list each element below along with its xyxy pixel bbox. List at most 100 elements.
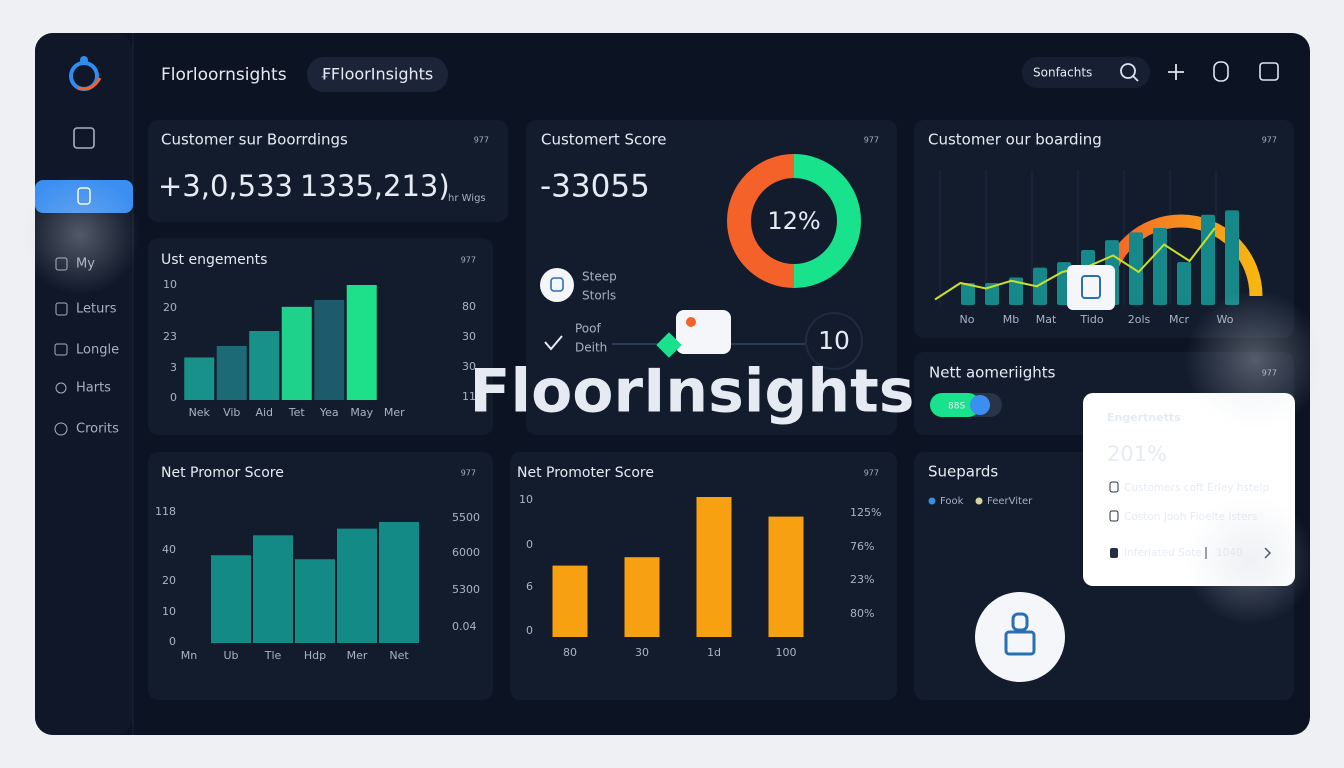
tag-icon: [676, 310, 731, 354]
tab-label: ₣FloorInsights: [321, 65, 434, 84]
x-tick-label: Tle: [264, 649, 282, 662]
app-title: Florloornsights: [161, 65, 287, 85]
card-menu[interactable]: 977: [864, 136, 879, 145]
y2-tick-label: 30: [462, 360, 476, 373]
x-tick-label: Hdp: [304, 649, 326, 662]
y2-tick-label: 76%: [850, 540, 874, 553]
avatar: [975, 592, 1065, 682]
step-label: Steep: [582, 270, 617, 284]
legend-swatch: [975, 497, 983, 505]
search-icon[interactable]: [1120, 63, 1136, 79]
card-title: Nett aomeriights: [929, 364, 1056, 382]
popup-row: Customers coft Erley hstelp: [1124, 482, 1269, 494]
bar: [552, 565, 588, 637]
bar: [1009, 277, 1023, 305]
nav-item[interactable]: Harts: [76, 381, 111, 396]
tag-accent: [656, 332, 682, 358]
search-text: Sonfachts: [1033, 66, 1092, 80]
x-tick-label: Yea: [319, 406, 339, 419]
toggle-knob: [970, 395, 990, 415]
score-card: [526, 120, 897, 435]
y-tick-label: 6: [526, 580, 533, 593]
x-tick-label: Vib: [223, 406, 240, 419]
x-tick-label: 80: [563, 646, 577, 659]
card-title: Customert Score: [541, 131, 667, 149]
y2-tick-label: 0.04: [452, 620, 477, 633]
y2-tick-label: 125%: [850, 506, 881, 519]
y2-tick-label: 5500: [452, 511, 480, 524]
counter: 10: [818, 326, 850, 355]
x-tick-label: Mer: [384, 406, 405, 419]
y-tick-label: 0: [170, 391, 177, 404]
nav-item[interactable]: Leturs: [76, 302, 117, 317]
bokeh: [1185, 290, 1325, 430]
card-menu[interactable]: 977: [474, 136, 489, 145]
y2-tick-label: 80%: [850, 607, 874, 620]
x-tick-label: Mer: [347, 649, 368, 662]
card-title: Net Promoter Score: [517, 465, 654, 481]
nav-item[interactable]: Crorits: [76, 422, 119, 437]
search-box[interactable]: [1022, 57, 1150, 88]
popup-title: Engertnetts: [1107, 411, 1181, 424]
tab[interactable]: [307, 57, 448, 92]
tag-dot: [686, 317, 696, 327]
hand-button[interactable]: [1213, 61, 1229, 82]
donut-segment: [727, 154, 795, 288]
step-icon-glyph: [550, 277, 564, 292]
search-icon-handle: [1132, 75, 1139, 82]
summary-card: [148, 120, 508, 222]
x-tick-label: 100: [776, 646, 797, 659]
card-menu[interactable]: 977: [461, 469, 476, 478]
nav-icon: [55, 302, 68, 316]
bar: [295, 559, 335, 643]
card-title: Ust engements: [161, 252, 267, 268]
card-menu[interactable]: 977: [461, 256, 476, 265]
bar: [1153, 228, 1167, 305]
bar: [1201, 214, 1215, 305]
y2-tick-label: 5300: [452, 583, 480, 596]
y-tick-label: 10: [162, 605, 176, 618]
bokeh: [1185, 495, 1315, 625]
x-tick-label: Mcr: [1169, 313, 1190, 326]
popup-row[interactable]: Inferiated Sote: [1124, 547, 1202, 559]
add-button[interactable]: [1168, 64, 1184, 80]
bar: [1033, 267, 1047, 305]
card-title: Customer our boarding: [928, 131, 1102, 149]
bar: [1225, 210, 1239, 305]
avatar-glyph: [1004, 630, 1036, 656]
y2-tick-label: 80: [462, 300, 476, 313]
user-badge: [1067, 265, 1115, 310]
check-icon: [544, 335, 563, 351]
bokeh: [20, 175, 140, 295]
card-title: Net Promor Score: [161, 465, 284, 481]
logo-dot: [80, 56, 88, 64]
bar: [337, 528, 377, 643]
toggle-label: 88S: [948, 402, 965, 412]
bar: [249, 331, 280, 400]
card-title: Customer sur Boorrdings: [161, 131, 348, 149]
export-button[interactable]: [1259, 62, 1279, 81]
popup-value: 201%: [1107, 442, 1167, 466]
logo-accent: [77, 77, 102, 91]
bar: [216, 345, 247, 400]
y2-tick-label: 30: [462, 330, 476, 343]
x-tick-label: Aid: [255, 406, 273, 419]
check-label: Poof: [575, 322, 601, 336]
bar: [346, 285, 377, 400]
avatar-glyph: [1011, 612, 1029, 632]
metric: -33055: [540, 169, 650, 205]
card-menu[interactable]: 977: [864, 469, 879, 478]
card-menu[interactable]: 977: [1262, 136, 1277, 145]
brand-overlay: FloorInsights: [470, 357, 915, 427]
bar: [379, 521, 419, 643]
y2-tick-label: 23%: [850, 573, 874, 586]
x-tick-label: Mat: [1036, 313, 1057, 326]
user-badge-glyph: [1081, 275, 1101, 299]
x-tick-label: Tet: [288, 406, 306, 419]
x-tick-label: 2ols: [1128, 313, 1151, 326]
metric: 1335,213): [300, 169, 450, 203]
legend-swatch: [928, 497, 936, 505]
nav-icon[interactable]: [73, 127, 95, 149]
nav-item[interactable]: Longle: [76, 343, 119, 358]
bar: [184, 357, 215, 400]
